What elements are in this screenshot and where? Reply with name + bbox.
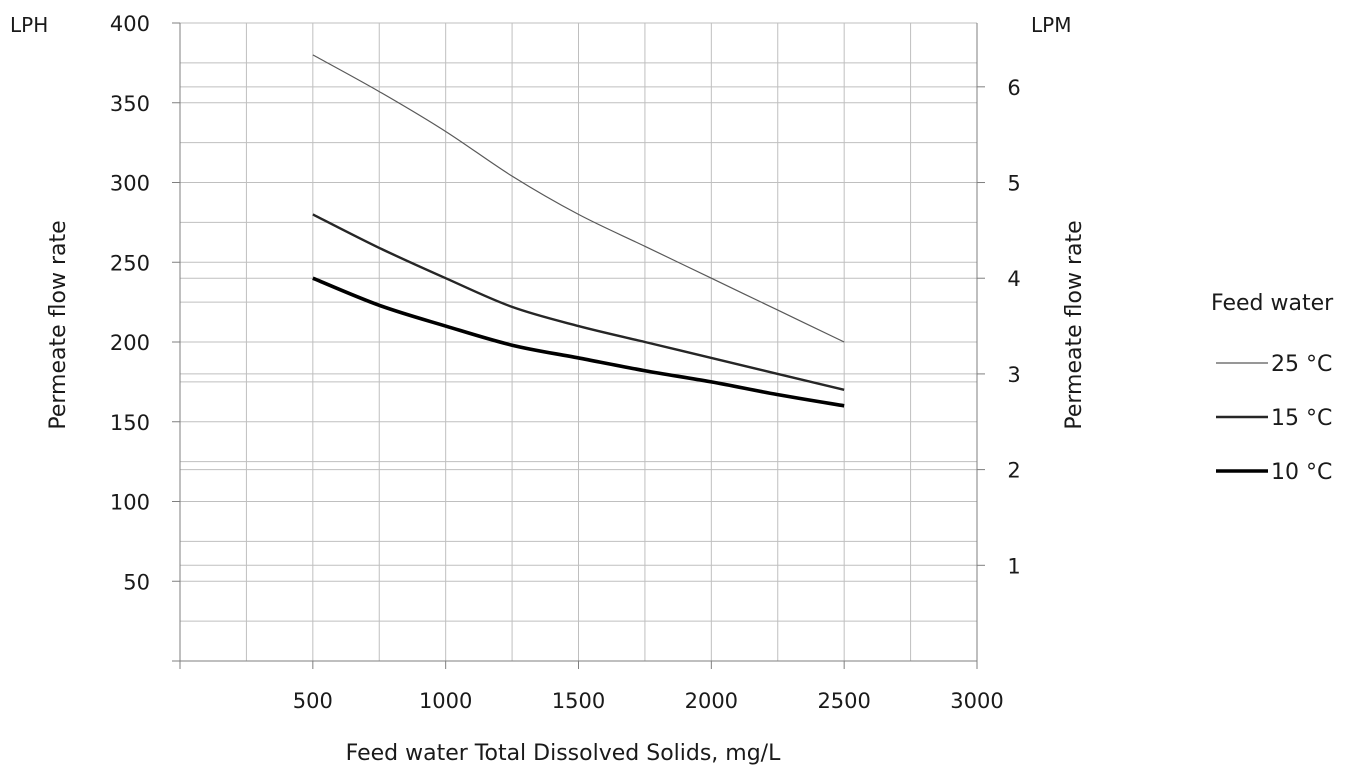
y-unit-right: LPM <box>1031 13 1071 37</box>
series-lines <box>312 54 845 408</box>
y-tick-label-right: 2 <box>1007 459 1020 483</box>
legend-label-1: 25 °C <box>1271 352 1332 377</box>
series-line-1 <box>312 54 845 343</box>
legend: Feed water 25 °C 15 °C 10 °C <box>1211 291 1334 485</box>
x-axis-title: Feed water Total Dissolved Solids, mg/L <box>346 741 781 766</box>
x-tick-label: 1500 <box>552 689 605 713</box>
x-tick-label: 500 <box>293 689 333 713</box>
y-tick-label-left: 400 <box>110 12 150 36</box>
axes: 50 100 150 200 250 300 350 400 1 2 3 4 5 6 500 1000 1500… <box>110 12 1021 713</box>
y-tick-label-right: 4 <box>1007 267 1020 291</box>
y-axis-title-right: Permeate flow rate <box>1062 220 1087 429</box>
x-tick-label: 1000 <box>419 689 472 713</box>
y-tick-label-right: 1 <box>1007 554 1020 578</box>
x-tick-label: 2000 <box>685 689 738 713</box>
y-tick-label-right: 5 <box>1007 172 1020 196</box>
y-tick-label-left: 50 <box>123 570 150 594</box>
y-axis-title-left: Permeate flow rate <box>46 220 71 429</box>
legend-title: Feed water <box>1211 291 1334 316</box>
y-tick-label-right: 6 <box>1007 76 1020 100</box>
x-tick-label: 2500 <box>817 689 870 713</box>
series-line-3 <box>312 276 845 408</box>
legend-label-3: 10 °C <box>1271 460 1332 485</box>
x-tick-label: 3000 <box>950 689 1003 713</box>
y-tick-label-left: 150 <box>110 411 150 435</box>
series-line-2 <box>312 213 845 392</box>
y-tick-label-left: 350 <box>110 92 150 116</box>
y-tick-label-left: 300 <box>110 172 150 196</box>
y-tick-label-right: 3 <box>1007 363 1020 387</box>
y-tick-label-left: 100 <box>110 491 150 515</box>
legend-label-2: 15 °C <box>1271 406 1332 431</box>
y-tick-label-left: 200 <box>110 331 150 355</box>
y-unit-left: LPH <box>10 13 48 37</box>
grid-lines <box>180 22 978 661</box>
y-tick-label-left: 250 <box>110 251 150 275</box>
